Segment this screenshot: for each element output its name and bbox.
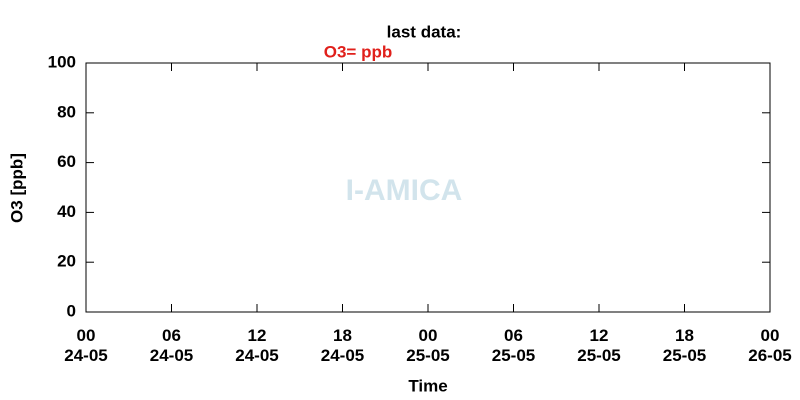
annotation: O3= ppb xyxy=(324,42,392,61)
y-axis-label: O3 [ppb] xyxy=(7,153,26,223)
x-tick-label: 00 25-05 xyxy=(406,326,450,365)
x-tick-label: 00 26-05 xyxy=(748,326,792,365)
x-tick-label: 00 24-05 xyxy=(64,326,108,365)
x-tick-label: 06 24-05 xyxy=(149,326,194,365)
chart-title: last data: xyxy=(387,22,462,41)
y-tick-label: 60 xyxy=(57,152,76,171)
x-tick-label: 06 25-05 xyxy=(491,326,536,365)
y-tick-label: 20 xyxy=(57,252,76,271)
watermark: I-AMICA xyxy=(346,174,463,207)
y-tick-label: 100 xyxy=(48,52,76,71)
y-tick-label: 40 xyxy=(57,202,76,221)
x-tick-label: 12 25-05 xyxy=(577,326,621,365)
y-tick-label: 0 xyxy=(67,301,76,320)
x-tick-label: 12 24-05 xyxy=(235,326,279,365)
y-tick-label: 80 xyxy=(57,102,76,121)
x-tick-label: 18 25-05 xyxy=(662,326,707,365)
x-tick-label: 18 24-05 xyxy=(320,326,365,365)
x-axis-label: Time xyxy=(408,376,447,395)
